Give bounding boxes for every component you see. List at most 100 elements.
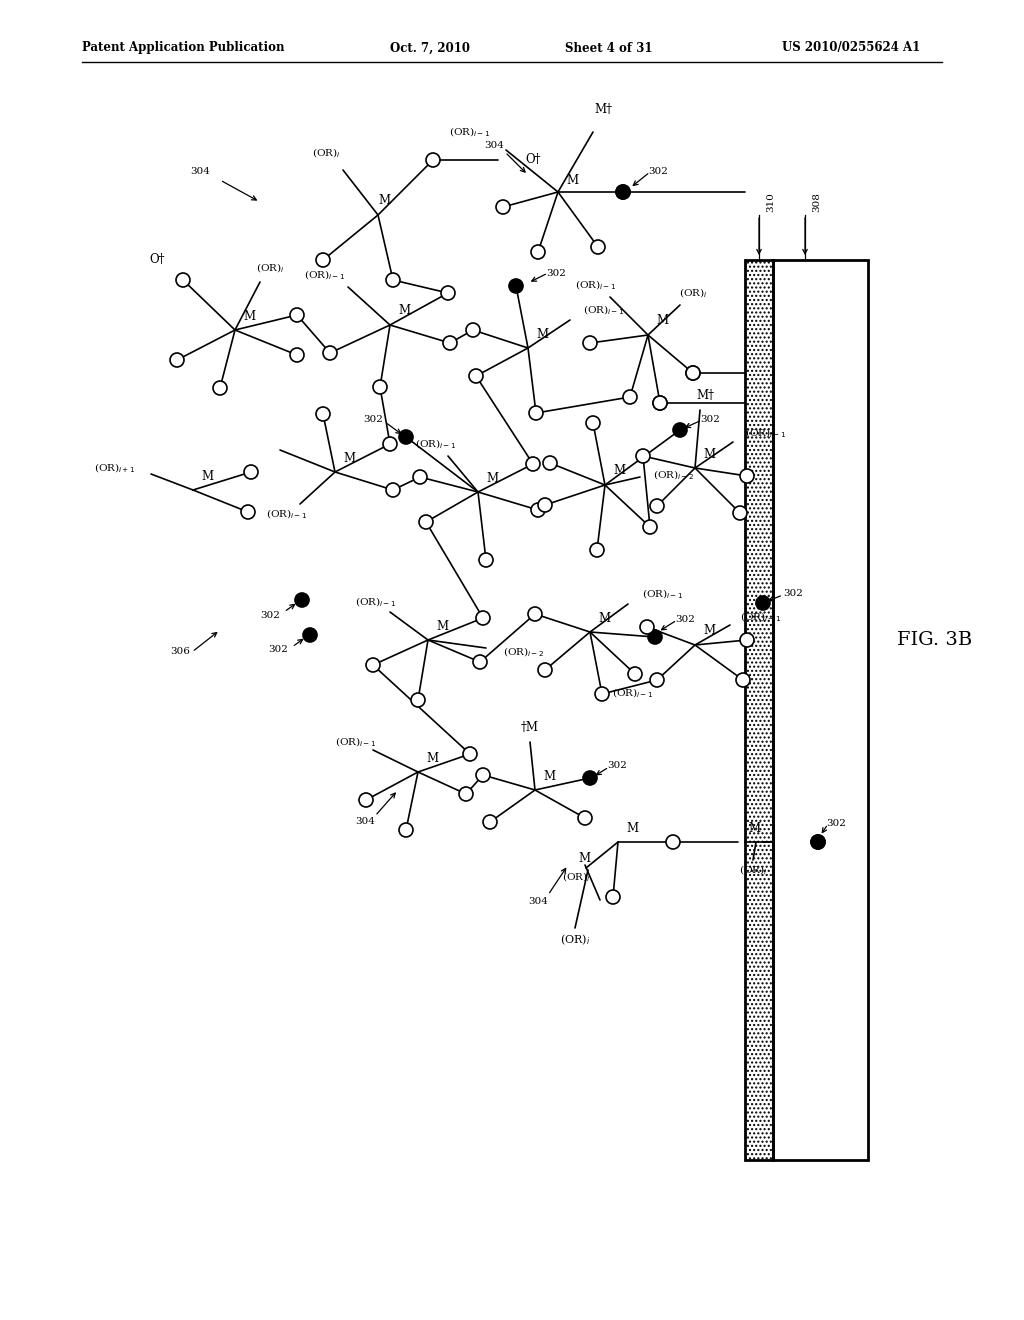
Circle shape: [290, 308, 304, 322]
Circle shape: [653, 396, 667, 411]
Text: (OR)$_{i-1}$: (OR)$_{i-1}$: [304, 268, 346, 281]
Text: (OR)$_i$: (OR)$_i$: [738, 863, 767, 876]
Text: (OR)$_{i+1}$: (OR)$_{i+1}$: [93, 461, 135, 475]
Text: 304: 304: [355, 817, 375, 826]
Text: M: M: [543, 770, 555, 783]
Text: M†: M†: [594, 103, 612, 116]
Text: (OR)$_i$: (OR)$_i$: [311, 147, 340, 160]
Circle shape: [170, 352, 184, 367]
Circle shape: [606, 890, 620, 904]
Circle shape: [466, 323, 480, 337]
Text: O†: O†: [150, 253, 165, 267]
Text: Sheet 4 of 31: Sheet 4 of 31: [565, 41, 652, 54]
Circle shape: [733, 506, 746, 520]
Circle shape: [740, 634, 754, 647]
Circle shape: [673, 422, 687, 437]
Text: (OR)$_{i-1}$: (OR)$_{i-1}$: [416, 437, 457, 451]
Text: (OR)$_{i-1}$: (OR)$_{i-1}$: [450, 125, 490, 139]
Circle shape: [686, 366, 700, 380]
Text: (OR)$_i$: (OR)$_i$: [562, 870, 590, 884]
Text: M: M: [578, 851, 590, 865]
Circle shape: [290, 348, 304, 362]
Text: 302: 302: [648, 168, 668, 177]
Bar: [745, 260, 773, 1160]
Circle shape: [666, 836, 680, 849]
Circle shape: [443, 337, 457, 350]
Circle shape: [648, 630, 662, 644]
Bar: [773, 260, 868, 1160]
Circle shape: [623, 389, 637, 404]
Circle shape: [359, 793, 373, 807]
Circle shape: [595, 686, 609, 701]
Circle shape: [366, 657, 380, 672]
Text: 302: 302: [364, 416, 383, 425]
Text: (OR)$_{i-1}$: (OR)$_{i-1}$: [642, 587, 683, 601]
Text: M: M: [343, 451, 355, 465]
Circle shape: [479, 553, 493, 568]
Circle shape: [650, 499, 664, 513]
Circle shape: [509, 279, 523, 293]
Text: M: M: [703, 624, 715, 638]
Text: 304: 304: [190, 168, 210, 177]
Circle shape: [636, 449, 650, 463]
Circle shape: [811, 836, 825, 849]
Text: (OR)$_{i-1}$: (OR)$_{i-1}$: [740, 610, 781, 624]
Text: M: M: [656, 314, 668, 327]
Text: M†: M†: [696, 389, 714, 403]
Text: 302: 302: [675, 615, 695, 624]
Circle shape: [176, 273, 190, 286]
Circle shape: [640, 620, 654, 634]
Circle shape: [653, 396, 667, 411]
Text: Oct. 7, 2010: Oct. 7, 2010: [390, 41, 470, 54]
Circle shape: [643, 520, 657, 535]
Text: (OR)$_{i-1}$: (OR)$_{i-1}$: [612, 686, 653, 700]
Circle shape: [469, 370, 483, 383]
Circle shape: [578, 810, 592, 825]
Text: M: M: [378, 194, 390, 207]
Circle shape: [496, 201, 510, 214]
Text: 308: 308: [812, 193, 821, 213]
Text: 302: 302: [783, 589, 803, 598]
Circle shape: [526, 457, 540, 471]
Text: US 2010/0255624 A1: US 2010/0255624 A1: [781, 41, 920, 54]
Circle shape: [386, 483, 400, 498]
Text: (OR)$_{i-1}$: (OR)$_{i-1}$: [335, 735, 377, 748]
Text: (OR)$_{i-1}$: (OR)$_{i-1}$: [745, 426, 786, 440]
Circle shape: [528, 607, 542, 620]
Circle shape: [476, 611, 490, 624]
Circle shape: [441, 286, 455, 300]
Text: (OR)$_{i-1}$: (OR)$_{i-1}$: [355, 595, 396, 609]
Text: FIG. 3B: FIG. 3B: [897, 631, 973, 649]
Circle shape: [303, 628, 317, 642]
Circle shape: [583, 771, 597, 785]
Circle shape: [386, 273, 400, 286]
Circle shape: [736, 673, 750, 686]
Text: M: M: [398, 305, 411, 318]
Circle shape: [483, 814, 497, 829]
Text: 306: 306: [170, 648, 189, 656]
Text: (OR)$_i$: (OR)$_i$: [256, 261, 285, 275]
Text: M: M: [703, 447, 715, 461]
Circle shape: [399, 430, 413, 444]
Circle shape: [316, 253, 330, 267]
Circle shape: [241, 506, 255, 519]
Circle shape: [628, 667, 642, 681]
Circle shape: [531, 246, 545, 259]
Text: M: M: [426, 751, 438, 764]
Text: M: M: [748, 821, 760, 834]
Text: M: M: [436, 619, 449, 632]
Circle shape: [586, 416, 600, 430]
Text: (OR)$_i$: (OR)$_i$: [560, 933, 590, 948]
Circle shape: [295, 593, 309, 607]
Circle shape: [583, 337, 597, 350]
Text: M: M: [201, 470, 213, 483]
Text: (OR)$_{i-1}$: (OR)$_{i-1}$: [575, 279, 616, 292]
Text: M: M: [626, 821, 638, 834]
Text: (OR)$_{i-2}$: (OR)$_{i-2}$: [653, 469, 694, 482]
Circle shape: [426, 153, 440, 168]
Circle shape: [811, 836, 825, 849]
Text: (OR)$_{i-1}$: (OR)$_{i-1}$: [266, 507, 308, 521]
Circle shape: [543, 455, 557, 470]
Circle shape: [740, 469, 754, 483]
Text: †M: †M: [521, 722, 539, 734]
